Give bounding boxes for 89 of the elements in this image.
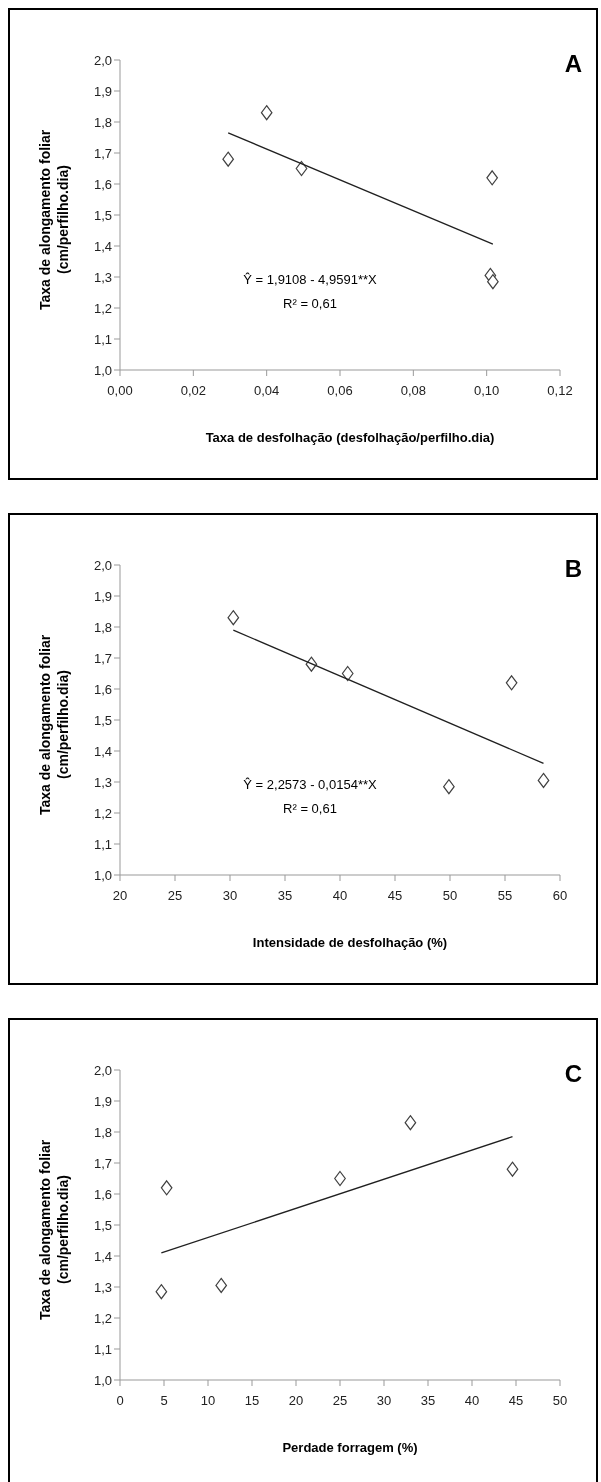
- y-tick-label: 1,1: [93, 1341, 112, 1357]
- y-tick-label: 1,9: [93, 1093, 112, 1109]
- text: A: [564, 50, 582, 78]
- point: [260, 105, 273, 121]
- y-tick-label: 1,3: [93, 1279, 112, 1295]
- y-tick-label: 1,4: [93, 1248, 112, 1264]
- y-tick-label: 1,0: [93, 1372, 112, 1388]
- x-axis-title: Perdade forragem (%): [281, 1440, 419, 1455]
- y-tick-label: 1,7: [93, 1155, 112, 1171]
- point: [160, 1180, 173, 1196]
- x-tick-label: 20: [288, 1393, 304, 1409]
- x-tick-label: 35: [277, 888, 293, 904]
- x-tick-label: 25: [167, 888, 183, 904]
- point: [537, 772, 550, 789]
- y-tick-label: 1,9: [93, 83, 112, 99]
- text: B: [564, 555, 582, 583]
- x-tick-label: 0,10: [474, 383, 500, 399]
- x-tick-label: 55: [497, 888, 513, 904]
- y-tick-label: 1,7: [93, 650, 112, 666]
- y-tick-label: 1,5: [93, 207, 112, 223]
- x-tick-label: 30: [222, 888, 238, 904]
- y-tick-label: 2,0: [93, 557, 112, 573]
- point: [486, 170, 499, 186]
- y-tick-label: 1,2: [93, 300, 112, 316]
- y-tick-label: 1,1: [93, 331, 112, 347]
- y-axis-title: Taxa de alongamento foliar (cm/perfilho.dia): [36, 633, 72, 818]
- y-tick-label: 2,0: [93, 1062, 112, 1078]
- y-axis-title: Taxa de alongamento foliar (cm/perfilho.dia): [36, 1138, 72, 1323]
- y-tick-label: 1,3: [93, 774, 112, 790]
- x-tick-label: 25: [332, 1393, 348, 1409]
- y-tick-label: 1,6: [93, 176, 112, 192]
- annotation: Ŷ = 1,9108 - 4,9591**X: [242, 271, 378, 289]
- y-tick-label: 1,8: [93, 1124, 112, 1140]
- point: [404, 1115, 417, 1131]
- text: C: [564, 1060, 582, 1088]
- point: [505, 675, 518, 691]
- x-tick-label: 0,02: [180, 383, 206, 399]
- x-tick-label: 30: [376, 1393, 392, 1409]
- y-tick-label: 1,9: [93, 588, 112, 604]
- annotation: R² = 0,61: [282, 295, 338, 313]
- y-tick-label: 1,4: [93, 238, 112, 254]
- x-axis-title: Intensidade de desfolhação (%): [251, 935, 449, 950]
- y-tick-label: 1,1: [93, 836, 112, 852]
- x-tick-label: 10: [200, 1393, 216, 1409]
- x-tick-label: 0,06: [327, 383, 353, 399]
- point: [155, 1284, 168, 1300]
- y-tick-label: 1,0: [93, 867, 112, 883]
- y-tick-label: 1,6: [93, 1186, 112, 1202]
- x-tick-label: 50: [442, 888, 458, 904]
- point: [227, 610, 240, 626]
- x-tick-label: 35: [420, 1393, 436, 1409]
- y-tick-label: 1,8: [93, 619, 112, 635]
- annotation: R² = 0,61: [282, 800, 338, 818]
- y-tick-label: 1,4: [93, 743, 112, 759]
- point: [443, 779, 455, 795]
- x-tick-label: 60: [552, 888, 568, 904]
- point: [295, 160, 308, 177]
- x-tick-label: 0,04: [254, 383, 280, 399]
- point: [215, 1277, 228, 1294]
- y-tick-label: 1,5: [93, 1217, 112, 1233]
- x-tick-label: 0,00: [107, 383, 133, 399]
- point: [487, 274, 499, 290]
- x-tick-label: 45: [508, 1393, 524, 1409]
- y-tick-label: 1,2: [93, 1310, 112, 1326]
- x-tick-label: 40: [332, 888, 348, 904]
- y-tick-label: 1,7: [93, 145, 112, 161]
- x-tick-label: 0,12: [547, 383, 573, 399]
- x-tick-label: 5: [160, 1393, 168, 1409]
- y-tick-label: 1,0: [93, 362, 112, 378]
- y-tick-label: 1,8: [93, 114, 112, 130]
- y-tick-label: 2,0: [93, 52, 112, 68]
- x-tick-label: 0,08: [400, 383, 426, 399]
- x-tick-label: 20: [112, 888, 128, 904]
- x-tick-label: 0: [116, 1393, 124, 1409]
- point: [341, 665, 354, 682]
- point: [334, 1170, 346, 1187]
- y-tick-label: 1,2: [93, 805, 112, 821]
- point: [222, 151, 235, 167]
- y-axis-title: Taxa de alongamento foliar (cm/perfilho.dia): [36, 128, 72, 313]
- y-tick-label: 1,6: [93, 681, 112, 697]
- x-tick-label: 15: [244, 1393, 260, 1409]
- annotation: Ŷ = 2,2573 - 0,0154**X: [242, 776, 378, 794]
- point: [506, 1161, 519, 1177]
- x-axis-title: Taxa de desfolhação (desfolhação/perfilho.dia): [204, 430, 496, 445]
- x-tick-label: 45: [387, 888, 403, 904]
- y-tick-label: 1,3: [93, 269, 112, 285]
- y-tick-label: 1,5: [93, 712, 112, 728]
- x-tick-label: 40: [464, 1393, 480, 1409]
- x-tick-label: 50: [552, 1393, 568, 1409]
